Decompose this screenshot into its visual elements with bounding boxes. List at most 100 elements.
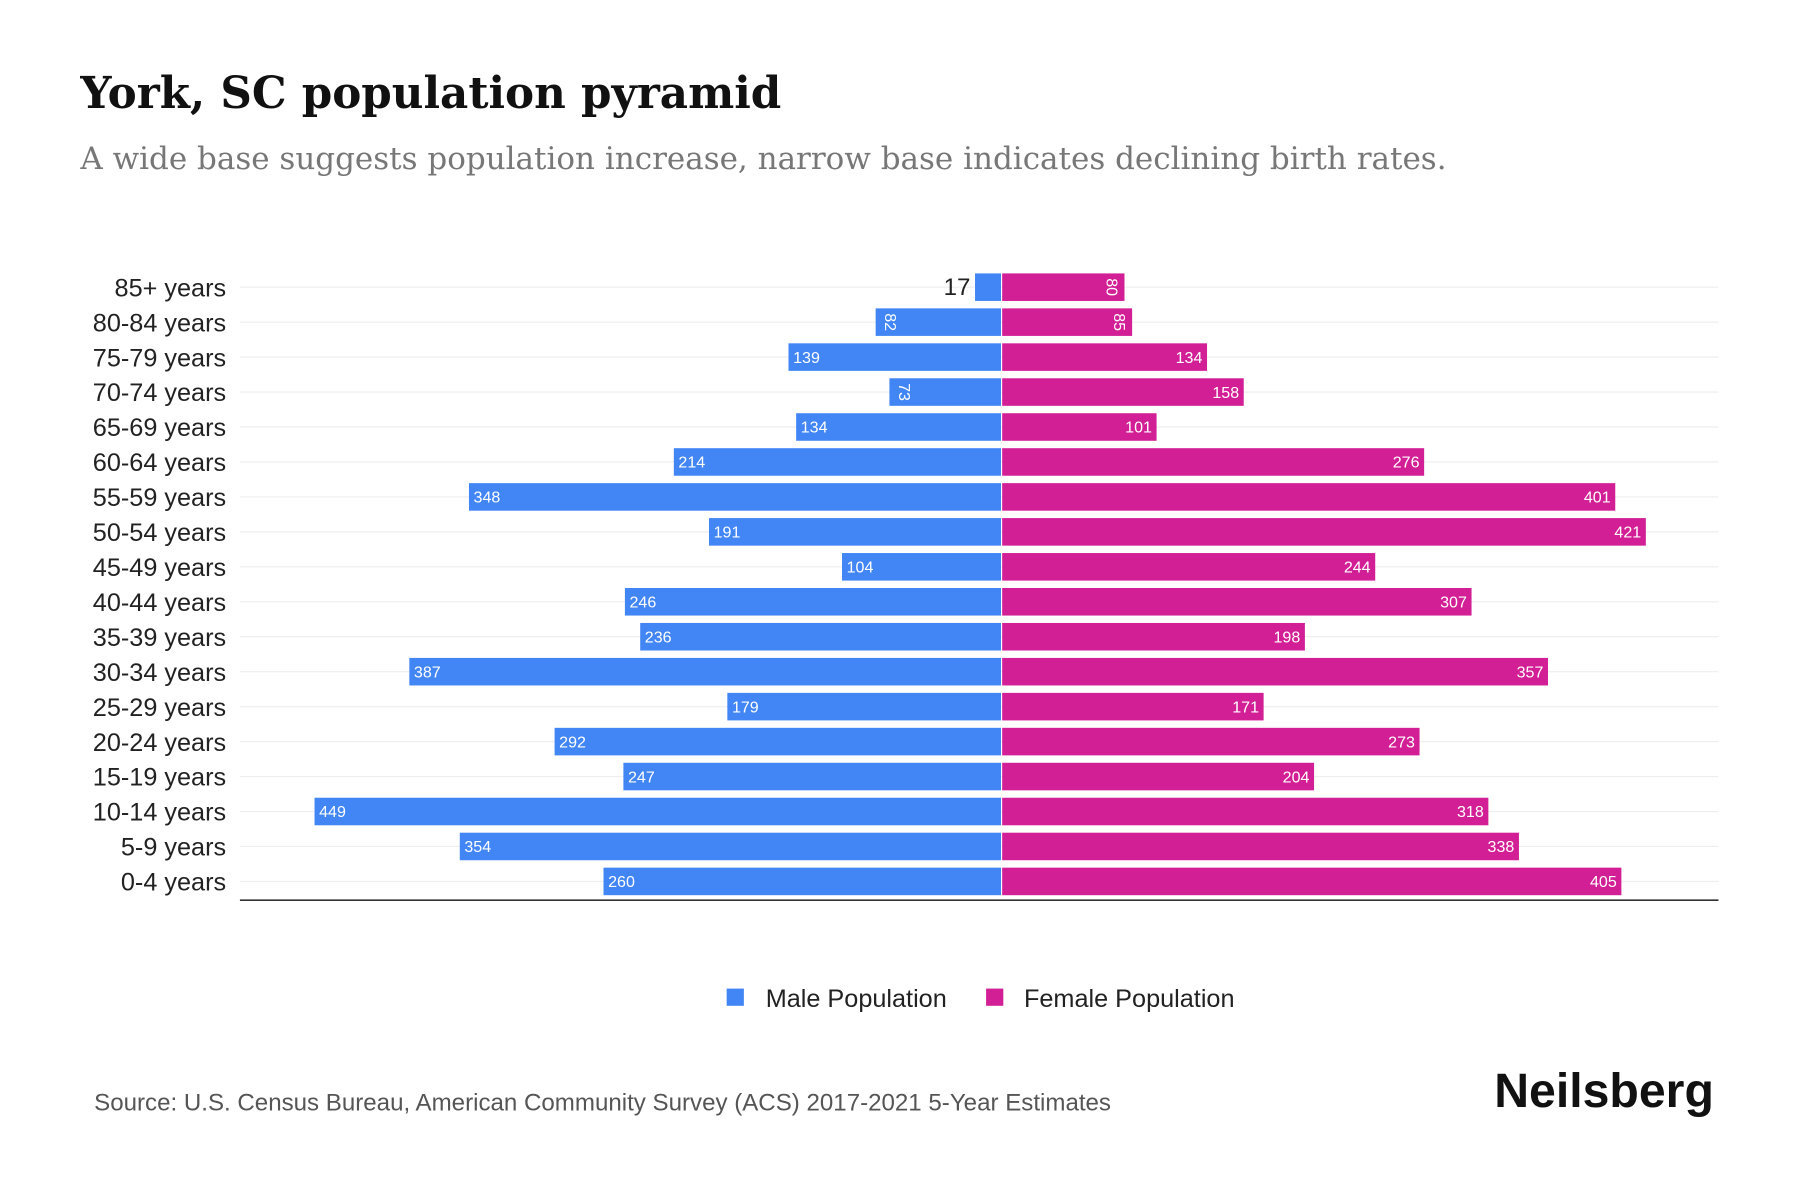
female-bar (1002, 343, 1208, 371)
data-label: 273 (1388, 733, 1415, 751)
data-label: 85 (1110, 313, 1128, 331)
female-bar (1002, 518, 1646, 546)
male-bar (708, 518, 1002, 546)
category-label: 15-19 years (93, 764, 226, 792)
data-label: 101 (1125, 419, 1152, 437)
female-bar (1002, 378, 1244, 406)
bars: 85+ years 17 80 80-84 years 82 85 75-79 years 1… (93, 273, 1646, 897)
female-bar (1002, 797, 1489, 826)
data-label: 204 (1283, 768, 1310, 786)
female-bar (1002, 622, 1305, 651)
category-label: 85+ years (115, 274, 227, 302)
category-label: 40-44 years (93, 589, 226, 617)
male-bar (409, 657, 1002, 686)
male-bar (796, 413, 1002, 441)
category-label: 0-4 years (121, 869, 226, 897)
female-bar (1002, 483, 1616, 511)
male-bar (459, 832, 1002, 861)
legend-label-male: Male Population (766, 985, 947, 1013)
chart-title: York, SC population pyramid (79, 68, 781, 119)
male-bar (889, 378, 1002, 406)
data-label: 276 (1393, 454, 1420, 472)
category-label: 60-64 years (93, 449, 226, 477)
data-label: 191 (714, 524, 741, 542)
data-label: 179 (732, 698, 759, 716)
data-label: 348 (474, 489, 501, 507)
data-label: 246 (630, 594, 657, 612)
data-label: 401 (1584, 489, 1611, 507)
male-bar (314, 797, 1002, 826)
data-label: 247 (628, 768, 655, 786)
category-label: 55-59 years (93, 484, 226, 512)
male-bar (842, 553, 1002, 581)
category-label: 5-9 years (121, 834, 226, 862)
category-label: 35-39 years (93, 624, 226, 652)
female-bar (1002, 692, 1264, 721)
chart-subtitle: A wide base suggests population increase… (79, 141, 1446, 177)
category-label: 80-84 years (93, 309, 226, 337)
data-label: 73 (895, 383, 913, 401)
male-bar (603, 867, 1002, 896)
legend-label-female: Female Population (1024, 985, 1235, 1013)
female-bar (1002, 832, 1519, 861)
legend-swatch-female (986, 988, 1004, 1006)
data-label: 338 (1488, 838, 1515, 856)
category-label: 45-49 years (93, 554, 226, 582)
male-bar (468, 483, 1002, 511)
data-label: 158 (1212, 384, 1239, 402)
category-label: 30-34 years (93, 659, 226, 687)
category-label: 70-74 years (93, 379, 226, 407)
category-label: 65-69 years (93, 414, 226, 442)
data-label: 292 (559, 733, 586, 751)
legend-swatch-male (726, 988, 744, 1006)
data-label: 80 (1102, 278, 1120, 296)
male-bar (673, 448, 1002, 476)
data-label: 449 (319, 803, 346, 821)
female-bar (1002, 553, 1376, 581)
data-label: 82 (881, 313, 899, 331)
male-bar (623, 762, 1002, 791)
data-label: 318 (1457, 803, 1484, 821)
data-label: 236 (645, 628, 672, 646)
female-bar (1002, 273, 1125, 301)
male-bar (788, 343, 1002, 371)
category-label: 25-29 years (93, 694, 226, 722)
female-bar (1002, 413, 1157, 441)
source-note: Source: U.S. Census Bureau, American Com… (94, 1089, 1111, 1116)
data-label: 307 (1440, 594, 1467, 612)
data-label: 104 (847, 559, 874, 577)
female-bar (1002, 657, 1548, 686)
data-label: 405 (1590, 873, 1617, 891)
data-label: 357 (1517, 663, 1544, 681)
female-bar (1002, 308, 1133, 336)
data-label: 134 (801, 419, 828, 437)
data-label: 171 (1232, 698, 1259, 716)
female-bar (1002, 762, 1315, 791)
data-label: 244 (1344, 559, 1371, 577)
female-bar (1002, 727, 1420, 756)
category-label: 50-54 years (93, 519, 226, 547)
male-bar (975, 273, 1002, 301)
data-label: 354 (464, 838, 491, 856)
neilsberg-logo: Neilsberg (1494, 1064, 1714, 1118)
female-bar (1002, 867, 1622, 896)
female-bar (1002, 588, 1472, 616)
male-bar (640, 622, 1002, 651)
data-label: 421 (1614, 524, 1641, 542)
legend: Male Population Female Population (726, 985, 1235, 1013)
data-label: 214 (678, 454, 705, 472)
data-label: 17 (944, 274, 971, 301)
data-label: 260 (608, 873, 635, 891)
data-label: 387 (414, 663, 441, 681)
category-label: 75-79 years (93, 344, 226, 372)
category-label: 20-24 years (93, 729, 226, 757)
data-label: 139 (793, 349, 820, 367)
female-bar (1002, 448, 1425, 476)
male-bar (554, 727, 1002, 756)
gridlines (239, 286, 1719, 882)
male-bar (727, 692, 1002, 721)
male-bar (875, 308, 1002, 336)
male-bar (624, 588, 1002, 616)
data-label: 134 (1176, 349, 1203, 367)
